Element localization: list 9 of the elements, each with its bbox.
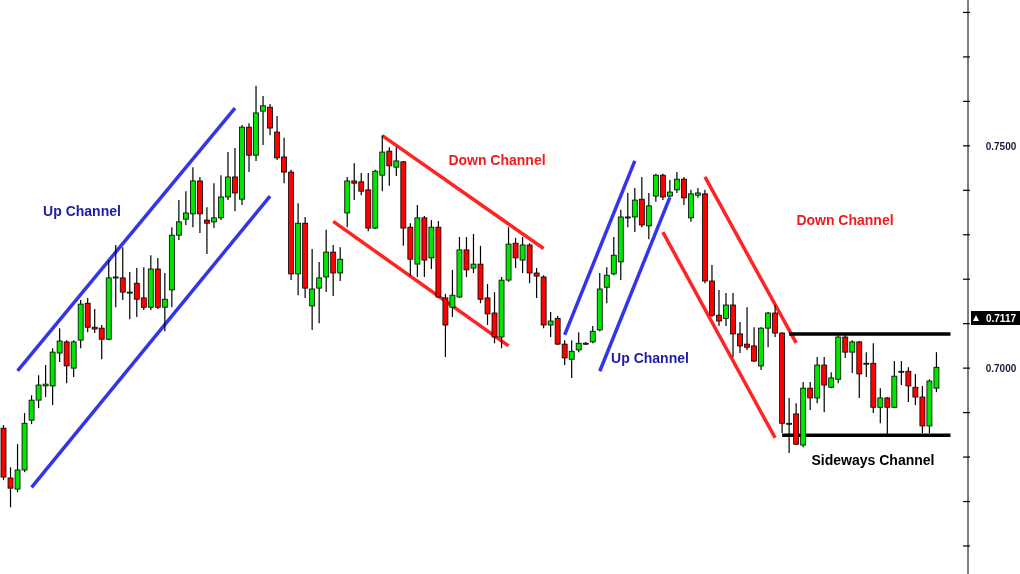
annotation: Down Channel	[448, 152, 546, 168]
annotation: Sideways Channel	[811, 452, 935, 468]
annotation: Up Channel	[43, 203, 121, 219]
candlestick	[603, 266, 610, 304]
annotation: Down Channel	[796, 212, 894, 228]
y-tick-label: 0.7500	[985, 140, 1017, 152]
y-tick-label: 0.7000	[985, 363, 1017, 375]
text: 0.7117	[985, 313, 1017, 324]
annotation: Up Channel	[611, 350, 689, 366]
